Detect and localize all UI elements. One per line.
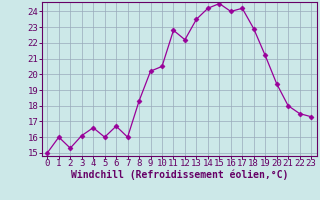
X-axis label: Windchill (Refroidissement éolien,°C): Windchill (Refroidissement éolien,°C) bbox=[70, 170, 288, 180]
